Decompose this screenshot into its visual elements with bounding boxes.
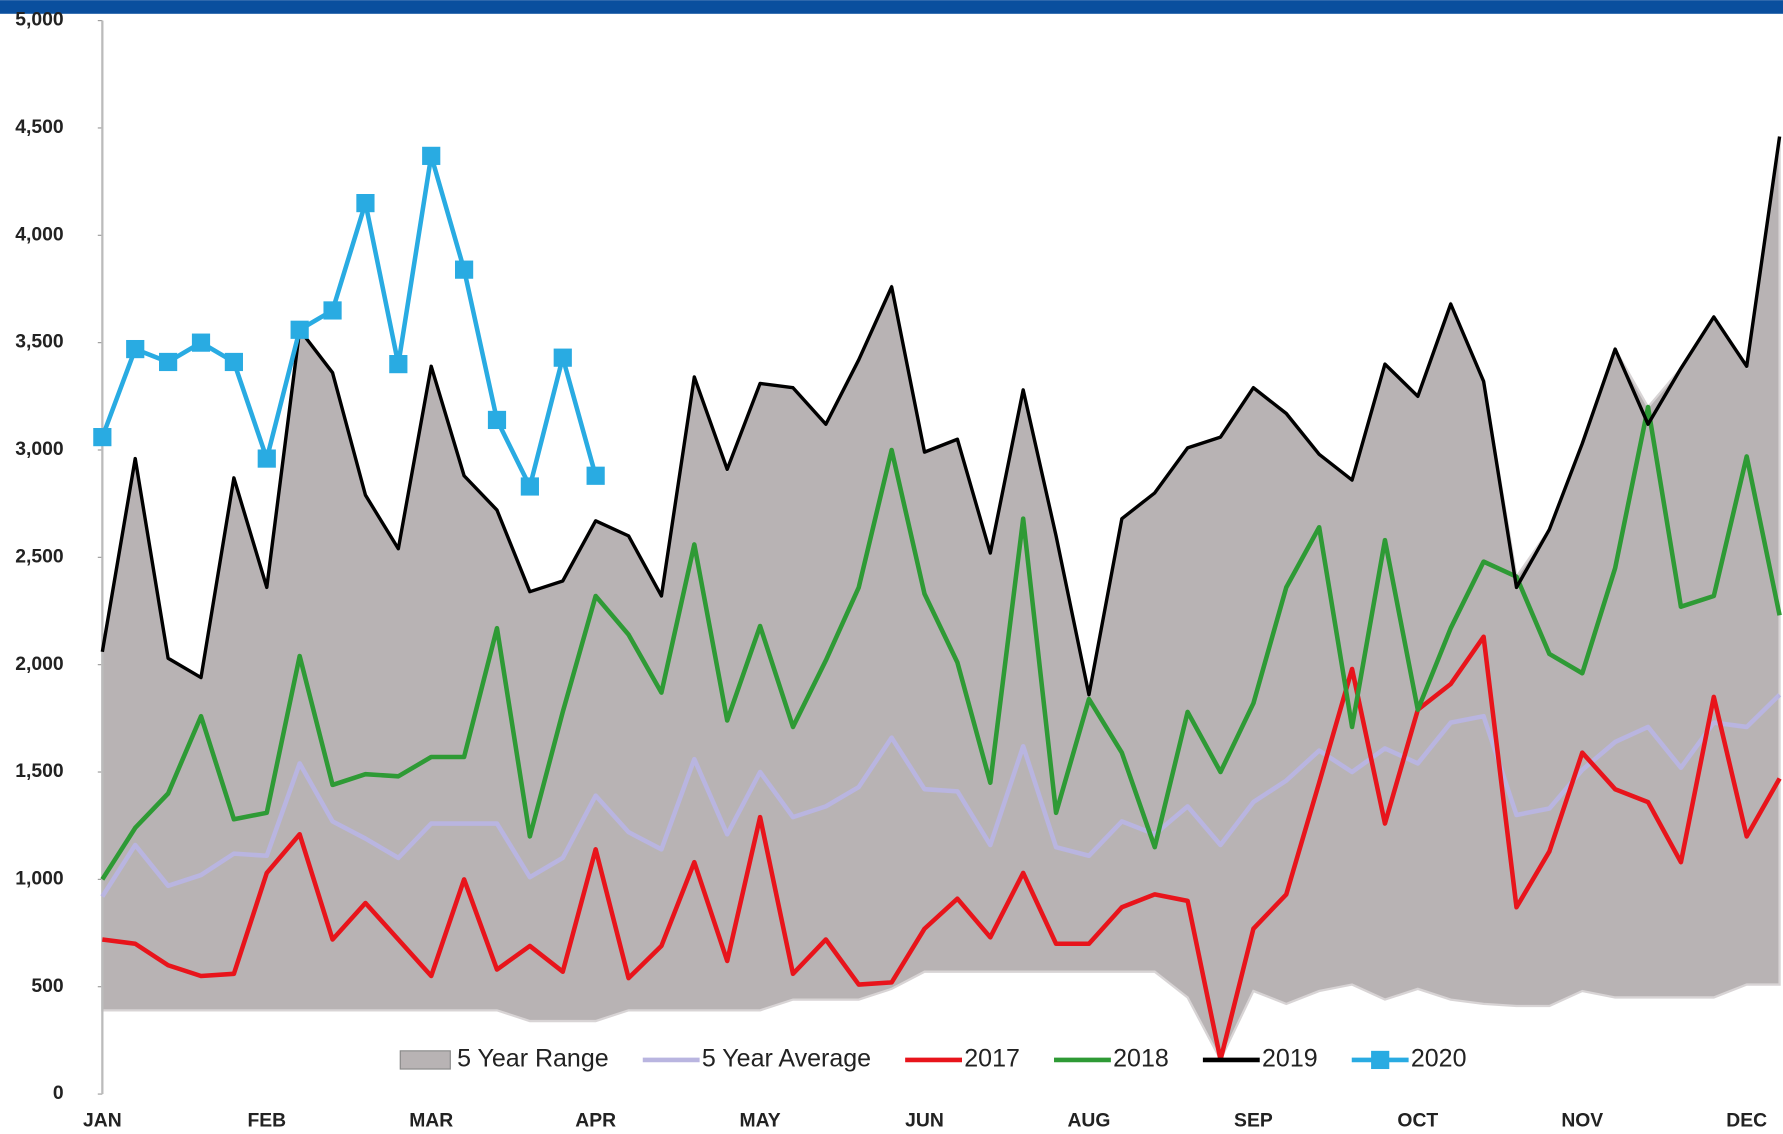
y-tick-label: 3,000: [15, 439, 63, 460]
legend-swatch: [1371, 1050, 1390, 1070]
legend-label: 5 Year Range: [457, 1045, 609, 1073]
marker: [520, 477, 539, 496]
legend-label: 2018: [1113, 1045, 1169, 1073]
series-line: [102, 634, 1782, 1062]
y-tick-label: 4,500: [15, 117, 63, 138]
y-tick-label: 500: [31, 976, 63, 997]
legend-swatch: [399, 1050, 451, 1070]
legend-label: 2017: [964, 1045, 1020, 1073]
x-tick-label: JAN: [83, 1110, 122, 1131]
x-tick-label: FEB: [247, 1110, 286, 1131]
marker: [356, 194, 375, 213]
y-tick-label: 1,500: [15, 761, 63, 782]
series-line: [100, 404, 1782, 881]
series-line: [100, 136, 1782, 697]
marker: [93, 428, 112, 447]
x-tick-label: APR: [575, 1110, 616, 1131]
x-tick-label: JUN: [905, 1110, 944, 1131]
x-tick-label: MAY: [739, 1110, 780, 1131]
header-bar: [0, 0, 1783, 14]
marker: [422, 146, 441, 165]
x-tick-label: MAR: [409, 1110, 453, 1131]
legend-label: 2019: [1262, 1045, 1318, 1073]
y-tick-label: 2,500: [15, 546, 63, 567]
y-tick-label: 5,000: [15, 10, 63, 31]
y-tick-label: 4,000: [15, 224, 63, 245]
marker: [191, 333, 211, 352]
marker: [487, 410, 507, 430]
y-tick-label: 0: [53, 1083, 64, 1104]
marker: [126, 339, 145, 359]
marker: [323, 301, 342, 320]
legend-label: 5 Year Average: [702, 1045, 871, 1073]
legend-label: 2020: [1411, 1045, 1467, 1073]
x-tick-label: SEP: [1234, 1110, 1273, 1131]
y-tick-label: 2,000: [15, 654, 63, 675]
marker: [455, 260, 474, 279]
marker: [553, 348, 572, 367]
x-tick-label: DEC: [1726, 1110, 1767, 1131]
x-tick-label: NOV: [1561, 1110, 1603, 1131]
series-line: [100, 153, 598, 489]
y-tick-label: 3,500: [15, 332, 63, 353]
marker: [159, 352, 178, 372]
marker: [224, 352, 243, 372]
x-tick-label: AUG: [1067, 1110, 1110, 1131]
marker: [586, 466, 605, 485]
y-tick-label: 1,000: [15, 868, 63, 889]
marker: [389, 355, 408, 374]
marker: [257, 449, 276, 468]
x-tick-label: OCT: [1397, 1110, 1438, 1131]
marker: [290, 320, 309, 339]
